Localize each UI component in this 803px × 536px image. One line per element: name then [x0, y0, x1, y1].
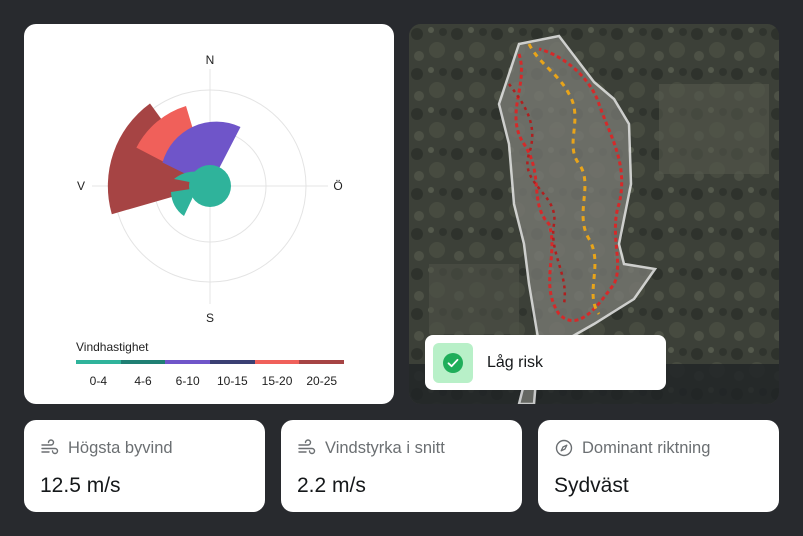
stat-card-avg-wind: Vindstyrka i snitt 2.2 m/s: [281, 420, 522, 512]
stat-value: Sydväst: [554, 474, 629, 497]
wind-rose-chart: N Ö S V: [77, 53, 343, 324]
legend-label: 4-6: [134, 374, 152, 388]
stat-label: Vindstyrka i snitt: [325, 438, 445, 457]
legend-swatch: [76, 360, 121, 364]
check-icon: [443, 352, 463, 373]
map-field: [429, 264, 519, 334]
compass-east-label: Ö: [333, 179, 342, 193]
stat-card-max-gust: Högsta byvind 12.5 m/s: [24, 420, 265, 512]
satellite-map-card[interactable]: Låg risk: [409, 24, 779, 404]
risk-line-darkred: [507, 83, 567, 305]
legend-swatch: [120, 360, 166, 364]
legend-label: 10-15: [217, 374, 248, 388]
risk-badge: Låg risk: [425, 335, 666, 390]
rose-sector-0-4-sw: [171, 171, 210, 216]
legend-swatch: [210, 360, 255, 364]
legend-label: 20-25: [306, 374, 338, 388]
rose-sector-0-4-core: [189, 165, 231, 207]
legend-swatch: [254, 360, 300, 364]
compass-north-label: N: [206, 53, 215, 67]
stat-value: 12.5 m/s: [40, 474, 121, 497]
legend-label: 0-4: [89, 374, 107, 388]
legend-swatch: [299, 360, 345, 364]
risk-line-red: [514, 47, 624, 322]
legend-swatch: [165, 360, 211, 364]
legend-label: 15-20: [261, 374, 293, 388]
compass-icon: [555, 439, 573, 457]
legend-label: 6-10: [175, 374, 200, 388]
stat-label: Högsta byvind: [68, 438, 173, 457]
risk-icon-box: [433, 342, 473, 383]
wind-icon: [41, 439, 59, 455]
stat-value: 2.2 m/s: [297, 474, 366, 497]
wind-rose-card: N Ö S V Vindhastighet 0-4 4-6 6-10 10-15 15-…: [24, 24, 394, 404]
wind-icon: [298, 439, 316, 455]
compass-south-label: S: [206, 311, 214, 324]
rose-sector-6-10: [162, 121, 241, 186]
legend-title: Vindhastighet: [76, 340, 149, 354]
risk-area-outline[interactable]: [497, 34, 658, 404]
compass-west-label: V: [77, 179, 85, 193]
wind-speed-legend: Vindhastighet 0-4 4-6 6-10 10-15 15-20 20-25: [76, 340, 345, 388]
stat-card-dominant-direction: Dominant riktning Sydväst: [538, 420, 779, 512]
legend-labels: 0-4 4-6 6-10 10-15 15-20 20-25: [76, 374, 344, 388]
risk-label: Låg risk: [487, 353, 544, 371]
map-field: [659, 84, 769, 174]
legend-color-bar: [76, 360, 345, 364]
stat-label: Dominant riktning: [582, 438, 711, 457]
